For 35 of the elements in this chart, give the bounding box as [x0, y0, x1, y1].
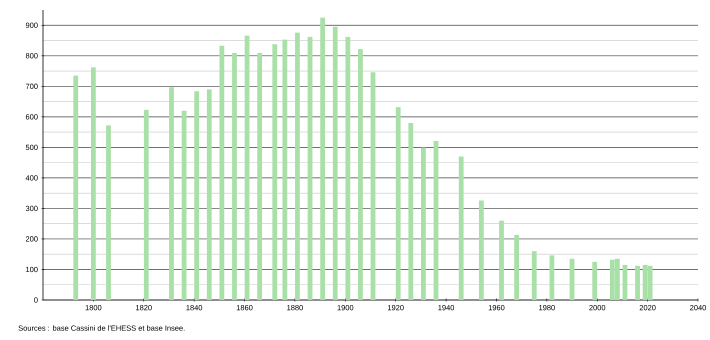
bar	[345, 36, 350, 300]
bar	[182, 110, 186, 300]
bar	[332, 26, 338, 300]
bar	[282, 40, 288, 300]
bar	[396, 107, 401, 300]
bar	[219, 46, 224, 300]
bar	[232, 53, 237, 300]
bar	[622, 264, 628, 300]
bar	[206, 89, 212, 300]
bar	[478, 200, 484, 300]
bar	[458, 156, 464, 300]
bar	[370, 72, 376, 300]
bar	[514, 234, 520, 300]
bar	[421, 147, 426, 300]
bar	[194, 91, 200, 300]
bar	[499, 220, 504, 300]
bar	[549, 255, 554, 300]
bar	[532, 251, 537, 300]
bar	[635, 266, 640, 300]
bar	[144, 110, 149, 300]
bar	[320, 18, 326, 300]
bar	[308, 36, 312, 300]
bar	[434, 140, 438, 300]
bar	[272, 44, 278, 300]
bar	[244, 36, 250, 300]
bar	[592, 262, 598, 300]
bar	[570, 258, 574, 300]
bar	[169, 87, 174, 300]
bar	[358, 49, 363, 300]
bar	[295, 32, 300, 300]
bar	[257, 53, 262, 300]
bar	[408, 122, 414, 300]
bar	[90, 67, 96, 300]
bar	[73, 76, 78, 300]
bar	[106, 125, 111, 300]
